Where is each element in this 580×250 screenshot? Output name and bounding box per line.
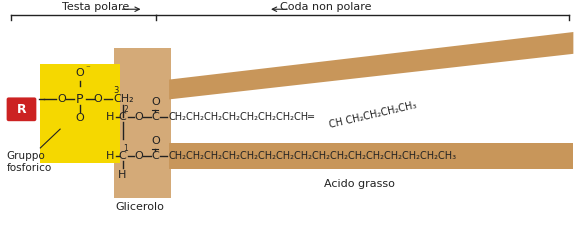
Text: CH₂CH₂CH₂CH₂CH₂CH₂CH₂CH₂CH₂CH₂CH₂CH₂CH₂CH₂CH₂CH₃: CH₂CH₂CH₂CH₂CH₂CH₂CH₂CH₂CH₂CH₂CH₂CH₂CH₂C…: [168, 151, 456, 161]
Polygon shape: [169, 32, 574, 100]
Text: Glicerolo: Glicerolo: [115, 202, 164, 212]
Text: C: C: [119, 151, 126, 161]
Text: C: C: [151, 112, 159, 122]
Text: O: O: [134, 112, 143, 122]
Text: Testa polare: Testa polare: [62, 2, 129, 12]
Text: Acido grasso: Acido grasso: [324, 179, 395, 189]
Text: H: H: [106, 112, 115, 122]
Text: O: O: [93, 94, 102, 104]
Text: C: C: [151, 151, 159, 161]
Text: O: O: [75, 68, 84, 78]
Text: Gruppo
fosforico: Gruppo fosforico: [6, 151, 52, 172]
Text: 2: 2: [124, 105, 128, 114]
Text: O: O: [75, 113, 84, 123]
FancyBboxPatch shape: [6, 98, 37, 121]
Text: O: O: [151, 97, 160, 107]
Text: CH CH₂CH₂CH₂CH₃: CH CH₂CH₂CH₂CH₃: [329, 100, 418, 130]
Text: 1: 1: [124, 144, 128, 153]
Polygon shape: [169, 143, 574, 169]
Text: 3: 3: [114, 86, 119, 96]
Text: H: H: [118, 170, 127, 180]
Text: CH₂: CH₂: [114, 94, 134, 104]
Text: H: H: [106, 151, 115, 161]
Text: ⁻: ⁻: [85, 65, 90, 74]
Text: O: O: [58, 94, 67, 104]
Text: O: O: [134, 151, 143, 161]
FancyBboxPatch shape: [41, 64, 119, 163]
FancyBboxPatch shape: [114, 48, 171, 199]
Text: CH₂CH₂CH₂CH₂CH₂CH₂CH₂CH═: CH₂CH₂CH₂CH₂CH₂CH₂CH₂CH═: [168, 112, 314, 122]
Text: C: C: [119, 112, 126, 122]
Text: R: R: [17, 103, 26, 116]
Text: Coda non polare: Coda non polare: [280, 2, 372, 12]
Text: O: O: [151, 136, 160, 146]
Text: P: P: [76, 93, 84, 106]
